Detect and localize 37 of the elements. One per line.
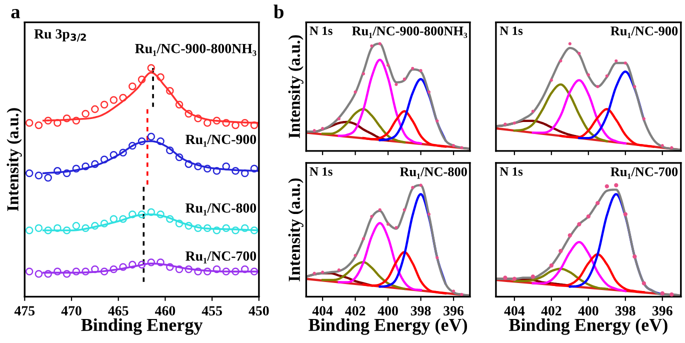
series-label: Ru₁/NC-800 (186, 203, 256, 216)
chart-title: Ru₁/NC-900-800NH₃ (352, 26, 468, 38)
x-tick-label: 450 (248, 306, 269, 316)
x-tick-label: 398 (410, 306, 431, 316)
x-tick-label: 460 (154, 306, 176, 316)
x-tick-label: 470 (61, 306, 82, 316)
text: a (11, 9, 20, 18)
text: N 1s (500, 167, 523, 176)
x-axis-title: Binding Energy (81, 318, 203, 335)
x-tick-label: 402 (345, 306, 366, 316)
x-tick-label: 398 (616, 306, 636, 316)
text: Ru 3p$_{3/2}$ (34, 29, 86, 42)
text: N 1s (310, 26, 332, 35)
series-label: Ru₁/NC-700 (186, 251, 256, 264)
chart-title: Ru₁/NC-900 (610, 26, 678, 38)
x-axis-title: Binding Energy (eV) (508, 318, 668, 335)
x-axis-title: Binding Energy (eV) (308, 318, 468, 335)
x-tick-label: 396 (652, 306, 672, 316)
x-tick-label: 455 (202, 306, 222, 316)
chart-title: Ru₁/NC-700 (610, 167, 678, 179)
x-tick-label: 475 (14, 306, 35, 316)
chart-title: Ru₁/NC-800 (400, 167, 467, 179)
x-tick-label: 465 (108, 306, 128, 316)
x-tick-label: 396 (444, 306, 464, 316)
y-axis-title: Intensity (a.u.) (288, 35, 304, 138)
text: N 1s (310, 167, 332, 176)
x-tick-label: 400 (578, 306, 598, 316)
x-tick-label: 402 (541, 306, 562, 316)
x-tick-label: 404 (312, 306, 333, 316)
text: b (274, 4, 284, 18)
y-axis-title: Intensity (a.u.) (6, 108, 22, 212)
x-tick-label: 404 (504, 306, 525, 316)
x-tick-label: 400 (378, 306, 398, 316)
text: N 1s (500, 26, 523, 35)
y-axis-title: Intensity (a.u.) (288, 178, 304, 282)
series-label: Ru₁/NC-900-800NH₃ (135, 44, 256, 56)
series-label: Ru₁/NC-900 (186, 134, 256, 147)
